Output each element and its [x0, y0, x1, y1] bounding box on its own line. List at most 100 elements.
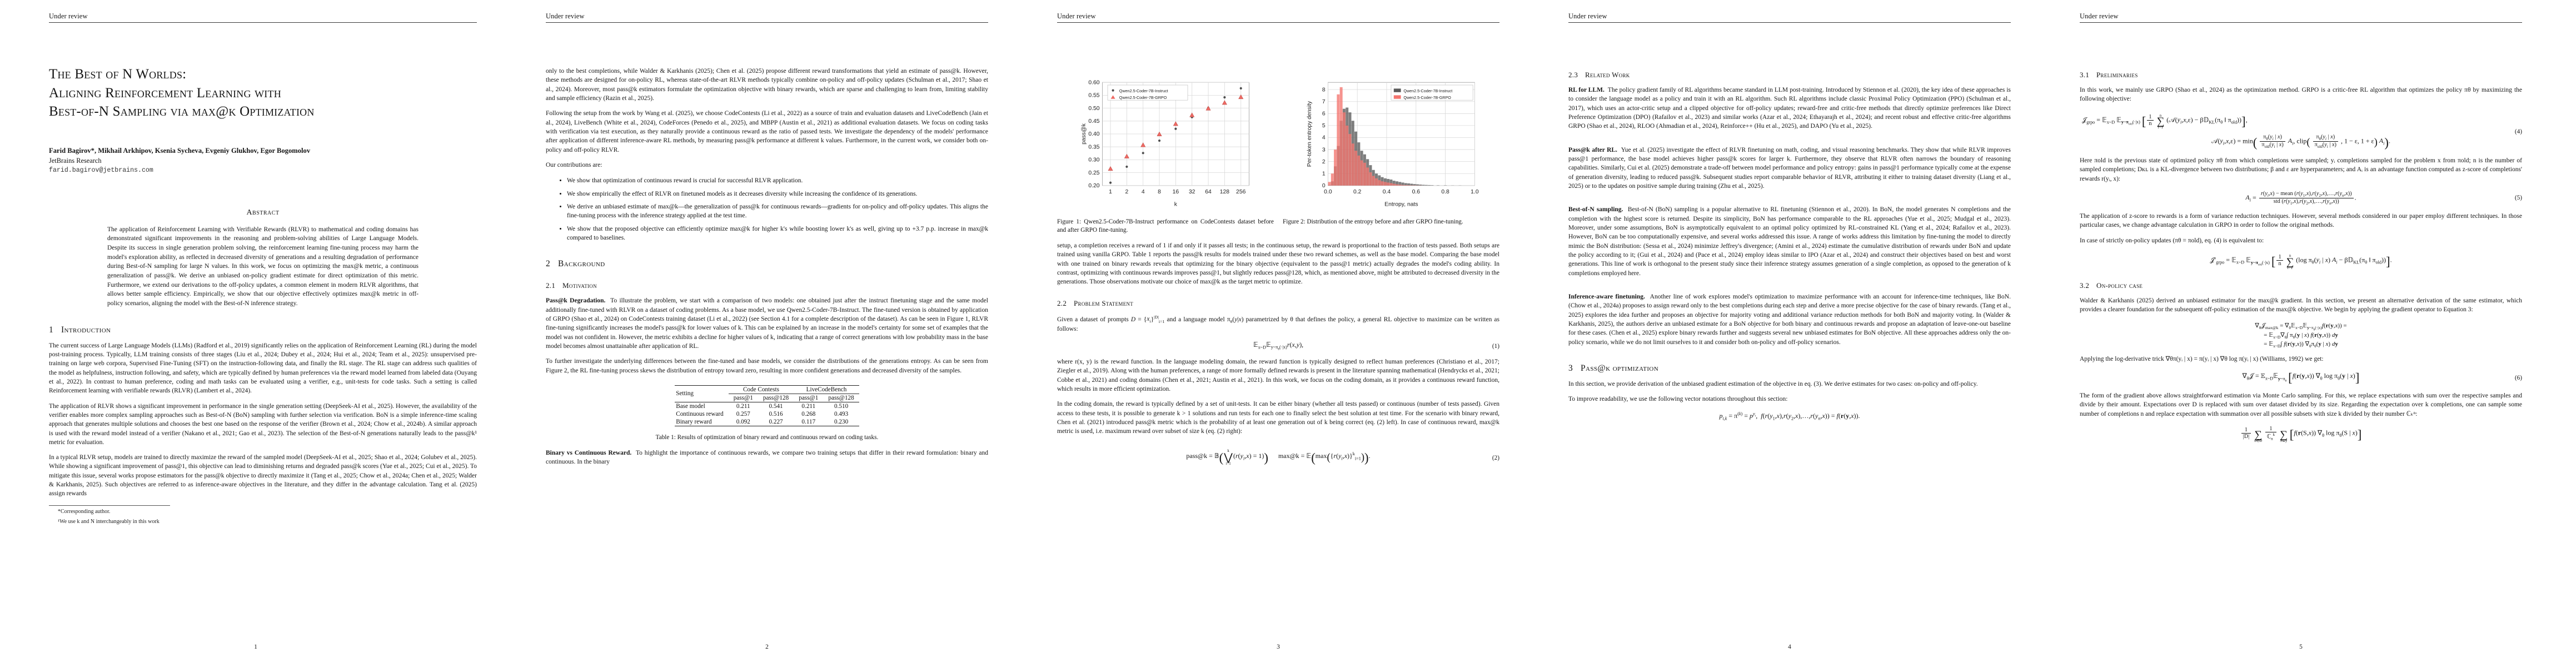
equation-6: ∇θ𝒥 = 𝔼x~D𝔼y~πθ [f(r(y,x)) ∇θ log πθ(y |…	[2242, 371, 2522, 385]
svg-text:1: 1	[1109, 189, 1112, 195]
table-subcol: pass@128	[828, 394, 854, 401]
figure-1-caption: Figure 1: Qwen2.5-Coder-7B-Instruct perf…	[1057, 218, 1274, 234]
equation-grpo-onpolicy: 𝒥′grpo = 𝔼x~D 𝔼y~πold(·|x) [1 n n ∑ i=1 (lo…	[2210, 253, 2392, 270]
page-number: 5	[2299, 644, 2303, 650]
page2-paragraph-1: only to the best completions, while Wald…	[546, 68, 988, 102]
table-cell: 0.230	[823, 417, 859, 426]
page-header: Under review	[546, 12, 585, 20]
page-4: Under review 2.3 Related Work RL for LLM.…	[1534, 0, 2045, 667]
page2-paragraph-3: To further investigate the underlying di…	[546, 358, 988, 374]
section-title: Pass@k optimization	[1581, 363, 1659, 373]
abstract-text: The application of Reinforcement Learnin…	[107, 226, 418, 307]
svg-text:7: 7	[1322, 99, 1326, 105]
svg-text:2: 2	[1322, 159, 1326, 165]
equation-vector-notation: pi,k = π(k) = pyi, f(r(y1,x),r(y2,x),…,r…	[1719, 411, 1860, 421]
section-number: 2.2	[1057, 298, 1067, 307]
section-number: 2.1	[546, 281, 556, 290]
section-heading-on-policy-case: 3.2 On-policy case	[2080, 281, 2522, 290]
run-in-heading: Inference-aware finetuning.	[1568, 293, 1645, 300]
section-heading-preliminaries: 3.1 Preliminaries	[2080, 71, 2522, 79]
ps-text-a: Given a dataset of prompts	[1057, 316, 1129, 323]
table-cell: 0.268	[801, 410, 816, 417]
problem-statement-paragraph: Given a dataset of prompts D = {xi}|D|i=…	[1057, 314, 1499, 332]
page5-paragraph-4: In case of strictly on-policy updates (π…	[2080, 237, 2264, 244]
page5-paragraph-7: The form of the gradient above allows st…	[2080, 392, 2522, 417]
svg-text:Qwen2.5-Coder-7B-GRPO: Qwen2.5-Coder-7B-GRPO	[1403, 95, 1451, 100]
equation-1-tag: (1)	[1492, 342, 1499, 350]
svg-text:0.50: 0.50	[1088, 106, 1099, 112]
table-cell-setting: Continuous reward	[676, 410, 724, 417]
page2-paragraph-2: Following the setup from the work by Wan…	[546, 110, 988, 153]
section-heading-motivation: 2.1 Motivation	[546, 281, 988, 290]
table-col-setting: Setting	[675, 385, 729, 402]
svg-text:128: 128	[1220, 189, 1230, 195]
svg-text:32: 32	[1189, 189, 1195, 195]
list-item: We derive an unbiased estimate of max@k—…	[567, 202, 988, 221]
rl-for-llm-paragraph: RL for LLM. The policy gradient family o…	[1568, 86, 2011, 131]
ps-text-c: parametrized by θ that defines the polic…	[1057, 316, 1499, 332]
page-number: 4	[1788, 644, 1791, 650]
binary-vs-continuous-paragraph: Binary vs Continuous Reward. To highligh…	[546, 449, 988, 467]
equation-5-tag: (5)	[2514, 195, 2522, 202]
equation-gradient: ∇θ𝒥max@k = ∇θ𝔼x~D𝔼y~πθ(·|x)f(r(y,x)) = =…	[2255, 322, 2347, 349]
table-subcol: pass@1	[733, 394, 753, 401]
page-5: Under review 3.1 Preliminaries In this wo…	[2045, 0, 2557, 667]
table-subcol: pass@128	[763, 394, 789, 401]
title-line-1: The Best of N Worlds:	[49, 67, 187, 82]
figure-2: 0 1 2 3 4 5 6 7 8 0.0 0.2 0.4 0.6 0.8 1.0 Per-token e…	[1283, 76, 1499, 235]
table-cell-setting: Binary reward	[675, 417, 729, 426]
svg-text:0.30: 0.30	[1088, 157, 1099, 163]
run-in-heading: Pass@k Degradation.	[546, 297, 606, 305]
section-heading-problem-statement: 2.2 Problem Statement	[1057, 299, 1499, 308]
page5-paragraph-6: Applying the log-derivative trick ∇θπ(yᵢ…	[2080, 355, 2324, 362]
title-line-3: Best-of-N Sampling via max@k Optimizatio…	[49, 104, 315, 119]
equation-4: 𝒥grpo = 𝔼x~D 𝔼y~πold(·|x) [1 n n ∑ i=1 (𝒜(y…	[2082, 113, 2522, 150]
run-in-heading: RL for LLM.	[1568, 87, 1605, 93]
page5-paragraph-1: In this work, we mainly use GRPO (Shao e…	[2080, 87, 2522, 103]
svg-text:Qwen2.5-Coder-7B-GRPO: Qwen2.5-Coder-7B-GRPO	[1119, 95, 1167, 100]
section-heading-introduction: 1 Introduction	[49, 325, 477, 335]
run-in-heading: Binary vs Continuous Reward.	[546, 449, 632, 456]
svg-text:0: 0	[1322, 183, 1326, 189]
contact-email[interactable]: farid.bagirov@jetbrains.com	[49, 166, 153, 174]
table-cell: 0.493	[834, 410, 849, 417]
svg-text:Per-token entropy density: Per-token entropy density	[1307, 101, 1313, 167]
svg-text:3: 3	[1322, 147, 1326, 153]
section-title: Preliminaries	[2096, 71, 2138, 79]
svg-text:0.20: 0.20	[1088, 183, 1099, 189]
passk-after-rl-paragraph: Pass@k after RL. Yue et al. (2025) inves…	[1568, 146, 2011, 191]
footnote-2: ¹We use k and N interchangeably in this …	[58, 518, 160, 525]
page-number: 2	[765, 644, 769, 650]
svg-text:8: 8	[1322, 87, 1326, 93]
svg-text:0.60: 0.60	[1088, 79, 1099, 86]
passk-degradation-paragraph: Pass@k Degradation. To illustrate the pr…	[546, 296, 988, 351]
section-heading-related-work: 2.3 Related Work	[1568, 71, 2011, 79]
page-3: Under review 0.20 0.25 0.30 0.35 0.40 0.45 0.5…	[1023, 0, 1534, 667]
intro-paragraph-2: The application of RLVR shows a signific…	[49, 402, 477, 446]
table-cell: 0.541	[758, 401, 794, 410]
svg-text:64: 64	[1205, 189, 1212, 195]
svg-text:Qwen2.5-Coder-7B-Instruct: Qwen2.5-Coder-7B-Instruct	[1403, 88, 1452, 93]
section-number: 3	[1568, 363, 1573, 373]
intro-paragraph-1: The current success of Large Language Mo…	[49, 342, 477, 395]
section-number: 1	[49, 325, 54, 335]
passk-after-rl-text: Yue et al. (2025) investigate the effect…	[1568, 146, 2011, 190]
page-1: Under review The Best of N Worlds: Align…	[0, 0, 511, 667]
table-group-codecontests: Code Contests	[728, 385, 794, 394]
footnote-rule	[49, 505, 170, 506]
page4-intro-paragraph: In this section, we provide derivation o…	[1568, 380, 1978, 387]
svg-text:0.0: 0.0	[1324, 189, 1332, 195]
equation-6-tag: (6)	[2514, 375, 2522, 382]
binary-vs-continuous-text: To highlight the importance of continuou…	[546, 449, 988, 465]
svg-text:256: 256	[1236, 189, 1246, 195]
bon-sampling-paragraph: Best-of-N sampling. Best-of-N (BoN) samp…	[1568, 205, 2011, 278]
section-number: 3.1	[2080, 71, 2090, 79]
svg-text:k: k	[1174, 202, 1178, 208]
table-caption: Table 1: Results of optimization of bina…	[655, 434, 879, 441]
section-number: 2.3	[1568, 71, 1578, 79]
section-heading-passk-optimization: 3 Pass@k optimization	[1568, 364, 2011, 374]
footnote-1: *Corresponding author.	[58, 508, 111, 515]
section-title: On-policy case	[2096, 281, 2143, 290]
rl-for-llm-text: The policy gradient family of RL algorit…	[1568, 87, 2011, 130]
